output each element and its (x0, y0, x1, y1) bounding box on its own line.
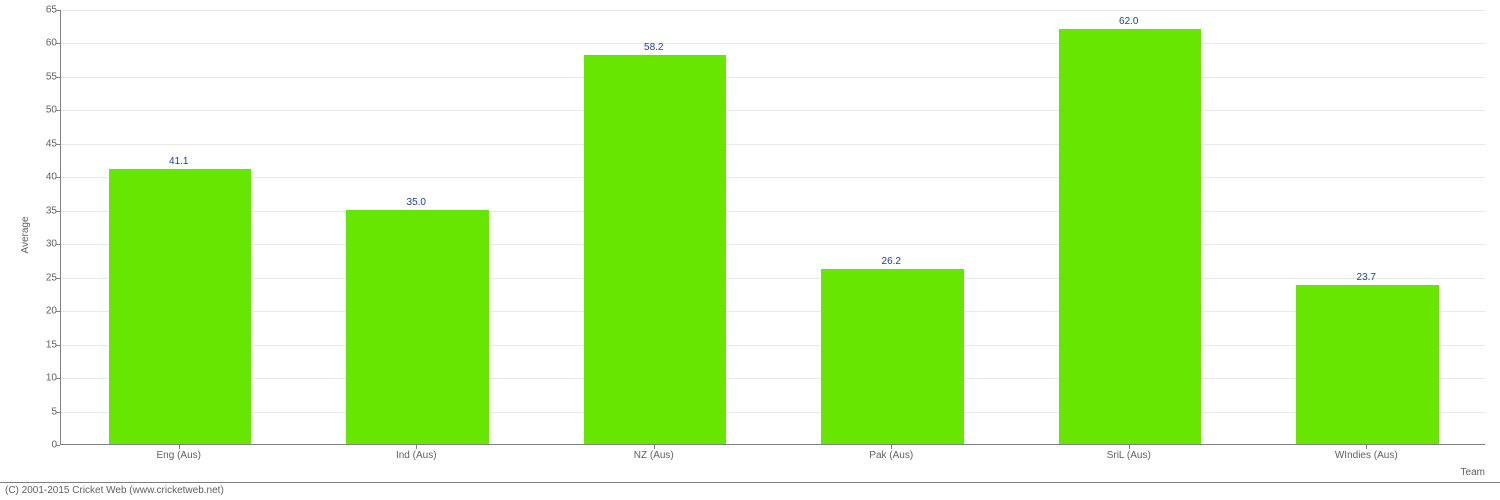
ytick-label: 65 (37, 5, 57, 16)
ytick-label: 20 (37, 306, 57, 317)
xtick-label: Ind (Aus) (396, 450, 437, 461)
ytick-mark (56, 445, 60, 446)
ytick-mark (56, 110, 60, 111)
value-label: 26.2 (882, 256, 901, 267)
ytick-label: 10 (37, 373, 57, 384)
gridline (61, 10, 1485, 11)
y-axis-label: Average (20, 216, 31, 253)
xtick-mark (1366, 445, 1367, 449)
chart-container: Average Team 051015202530354045505560654… (45, 10, 1490, 460)
gridline (61, 378, 1485, 379)
ytick-mark (56, 412, 60, 413)
value-label: 35.0 (407, 197, 426, 208)
bar (346, 210, 489, 444)
ytick-mark (56, 378, 60, 379)
value-label: 41.1 (169, 156, 188, 167)
plot-area (60, 10, 1485, 445)
copyright-text: (C) 2001-2015 Cricket Web (www.cricketwe… (5, 485, 224, 496)
gridline (61, 144, 1485, 145)
ytick-label: 30 (37, 239, 57, 250)
ytick-mark (56, 311, 60, 312)
gridline (61, 177, 1485, 178)
xtick-label: Eng (Aus) (157, 450, 201, 461)
gridline (61, 244, 1485, 245)
ytick-mark (56, 345, 60, 346)
ytick-mark (56, 10, 60, 11)
xtick-mark (891, 445, 892, 449)
copyright-footer: (C) 2001-2015 Cricket Web (www.cricketwe… (0, 482, 1500, 500)
xtick-mark (179, 445, 180, 449)
gridline (61, 311, 1485, 312)
ytick-mark (56, 211, 60, 212)
bar (821, 269, 964, 444)
xtick-label: SriL (Aus) (1107, 450, 1151, 461)
ytick-mark (56, 43, 60, 44)
ytick-label: 55 (37, 71, 57, 82)
value-label: 62.0 (1119, 16, 1138, 27)
gridline (61, 278, 1485, 279)
xtick-label: WIndies (Aus) (1335, 450, 1398, 461)
ytick-mark (56, 77, 60, 78)
ytick-mark (56, 278, 60, 279)
xtick-mark (1129, 445, 1130, 449)
gridline (61, 77, 1485, 78)
xtick-label: NZ (Aus) (634, 450, 674, 461)
ytick-label: 35 (37, 205, 57, 216)
gridline (61, 43, 1485, 44)
ytick-label: 25 (37, 272, 57, 283)
ytick-label: 60 (37, 38, 57, 49)
ytick-label: 5 (37, 406, 57, 417)
bar (1296, 285, 1439, 444)
ytick-mark (56, 244, 60, 245)
ytick-mark (56, 144, 60, 145)
bar (109, 169, 252, 444)
ytick-label: 50 (37, 105, 57, 116)
value-label: 58.2 (644, 42, 663, 53)
xtick-label: Pak (Aus) (869, 450, 913, 461)
xtick-mark (654, 445, 655, 449)
ytick-label: 45 (37, 138, 57, 149)
ytick-label: 40 (37, 172, 57, 183)
gridline (61, 211, 1485, 212)
gridline (61, 412, 1485, 413)
bar (1059, 29, 1202, 444)
ytick-label: 15 (37, 339, 57, 350)
value-label: 23.7 (1357, 272, 1376, 283)
ytick-mark (56, 177, 60, 178)
bar (584, 55, 727, 444)
x-axis-label: Team (1461, 467, 1485, 478)
ytick-label: 0 (37, 440, 57, 451)
gridline (61, 345, 1485, 346)
xtick-mark (416, 445, 417, 449)
gridline (61, 110, 1485, 111)
